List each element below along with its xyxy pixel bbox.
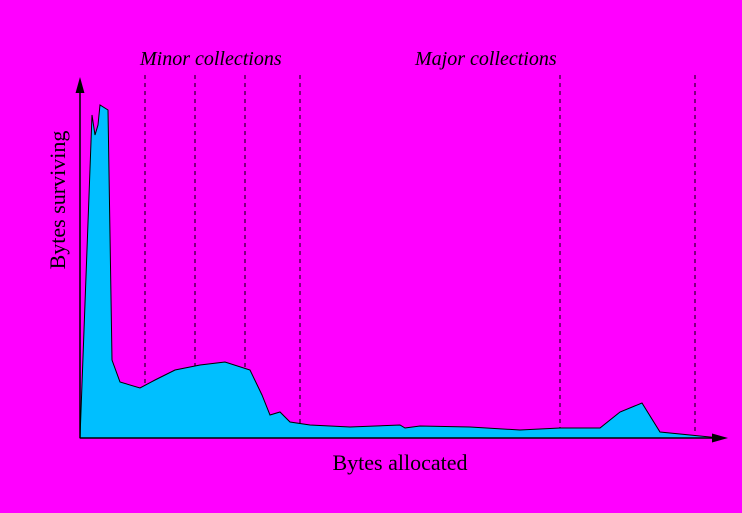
major-collections-label: Major collections: [415, 48, 557, 71]
chart-svg: [0, 0, 742, 513]
minor-collections-label: Minor collections: [140, 48, 282, 71]
y-axis-label: Bytes surviving: [45, 70, 71, 330]
x-axis-label: Bytes allocated: [250, 450, 550, 476]
chart-stage: Minor collections Major collections Byte…: [0, 0, 742, 513]
